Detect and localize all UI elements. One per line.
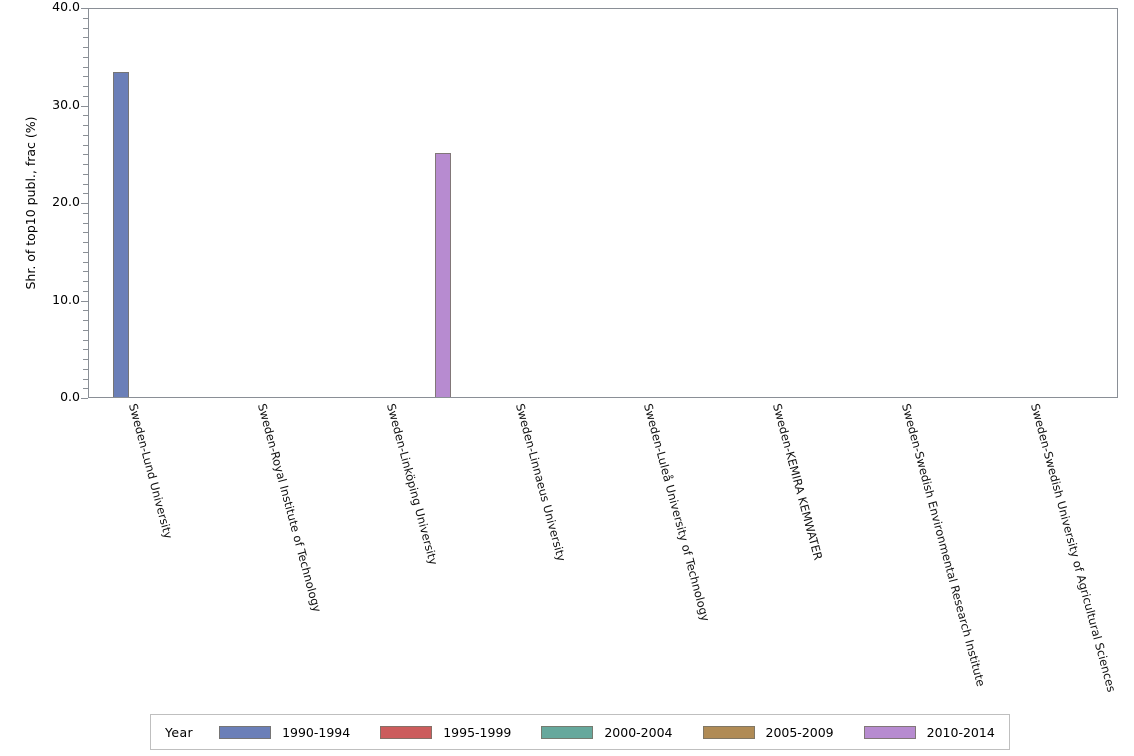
y-axis-minor-tick	[83, 320, 88, 321]
x-axis-tick-label: Sweden-Lund University	[126, 401, 176, 541]
x-axis-tick-label: Sweden-Royal Institute of Technology	[255, 401, 325, 614]
legend-label: 1990-1994	[282, 724, 351, 740]
legend-entry[interactable]: 2000-2004	[541, 724, 673, 740]
y-axis-minor-tick	[83, 271, 88, 273]
y-axis-minor-tick	[83, 154, 88, 156]
y-axis-minor-tick	[83, 144, 88, 146]
y-axis-minor-tick	[83, 212, 88, 214]
y-axis-minor-tick	[83, 368, 88, 370]
y-axis-major-tick	[81, 300, 88, 302]
y-axis-major-tick	[81, 8, 88, 9]
y-axis-minor-tick	[83, 329, 88, 331]
legend-entries: 1990-1994 1995-1999 2000-2004 2005-2009 2010…	[219, 725, 995, 740]
y-axis-minor-tick	[83, 281, 88, 282]
legend-entry[interactable]: 2010-2014	[863, 724, 995, 740]
y-axis-major-tick	[81, 203, 88, 204]
x-axis-tick-label: Sweden-Luleå University of Technology	[641, 401, 714, 623]
y-axis-minor-tick	[83, 27, 88, 29]
x-axis-tick-label: Sweden-Swedish Environmental Research In…	[898, 401, 989, 688]
y-axis-tick-label: 10.0	[52, 291, 80, 307]
x-axis-tick-label: Sweden-Linnaeus University	[512, 401, 569, 563]
y-axis-minor-tick	[83, 339, 88, 341]
y-axis-minor-tick	[83, 17, 88, 19]
y-axis-minor-tick	[83, 290, 88, 292]
y-axis-minor-tick	[83, 251, 88, 253]
x-axis-tick-label: Sweden-Swedish University of Agricultura…	[1027, 401, 1119, 694]
y-axis-minor-tick	[83, 37, 88, 39]
y-axis-tick-label: 0.0	[60, 389, 80, 404]
y-axis-minor-tick	[83, 86, 88, 87]
y-axis-minor-tick	[83, 134, 88, 136]
y-axis-tick-label: 30.0	[52, 96, 80, 112]
y-axis-minor-tick	[83, 95, 88, 97]
legend-entry[interactable]: 2005-2009	[702, 724, 834, 740]
y-axis-major-tick	[81, 398, 88, 399]
y-axis-major-tick	[81, 105, 88, 107]
legend-title: Year	[165, 724, 194, 740]
legend-label: 1995-1999	[443, 724, 512, 740]
y-axis-minor-tick	[83, 173, 88, 175]
legend-entry[interactable]: 1990-1994	[219, 725, 350, 740]
y-axis-minor-tick	[83, 193, 88, 195]
y-axis-tick-label: 40.0	[52, 0, 80, 14]
legend-swatch	[380, 725, 433, 739]
legend-swatch	[702, 725, 755, 739]
legend-swatch	[863, 725, 916, 739]
legend-label: 2010-2014	[926, 724, 995, 740]
y-axis-minor-tick	[83, 125, 88, 126]
y-axis-minor-tick	[83, 378, 88, 380]
y-axis-minor-tick	[83, 222, 88, 224]
y-axis-minor-tick	[83, 232, 88, 234]
x-axis-tick-label: Sweden-Linköping University	[383, 401, 441, 567]
legend: Year 1990-1994 1995-1999 2000-2004 2005-200…	[150, 714, 1010, 750]
bar	[113, 72, 130, 397]
y-axis-minor-tick	[83, 56, 88, 58]
y-axis-minor-tick	[83, 66, 88, 68]
y-axis-minor-tick	[83, 242, 88, 243]
y-axis-minor-tick	[83, 261, 88, 263]
y-axis-minor-tick	[83, 183, 88, 185]
y-axis-minor-tick	[83, 47, 88, 48]
y-axis-minor-tick	[83, 349, 88, 351]
y-axis-minor-tick	[83, 359, 88, 360]
plot-area	[88, 8, 1118, 398]
y-axis-minor-tick	[83, 164, 88, 165]
y-axis-minor-tick	[83, 115, 88, 117]
legend-label: 2000-2004	[604, 724, 673, 740]
legend-label: 2005-2009	[765, 724, 834, 740]
y-axis-minor-tick	[83, 76, 88, 78]
legend-entry[interactable]: 1995-1999	[380, 725, 511, 740]
y-axis-minor-tick	[83, 310, 88, 312]
y-axis-minor-tick	[83, 388, 88, 390]
legend-swatch	[541, 725, 594, 739]
legend-swatch	[219, 725, 272, 739]
y-axis-tick-label: 20.0	[52, 194, 80, 209]
x-axis-tick-label: Sweden-KEMIRA KEMWATER	[770, 401, 826, 562]
bar	[434, 153, 451, 397]
